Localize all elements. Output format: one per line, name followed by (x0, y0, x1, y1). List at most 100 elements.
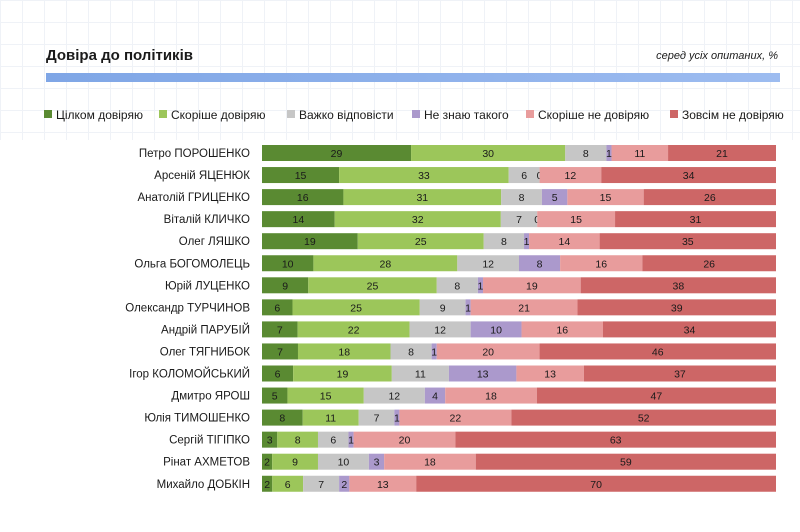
bar-segment (436, 343, 540, 360)
bar-segment (516, 365, 584, 382)
bar-segment (262, 409, 303, 426)
bar-segment (457, 255, 519, 272)
bar-segment (368, 453, 385, 470)
data-label: 11 (415, 369, 426, 381)
category-label: Віталій КЛИЧКО (164, 214, 250, 226)
legend-item: Цілком довіряю (44, 108, 143, 122)
bar-segment (308, 277, 437, 294)
legend-item: Скоріше не довіряю (526, 108, 649, 122)
data-label: 14 (559, 236, 571, 248)
data-label: 8 (519, 192, 525, 204)
data-label: 25 (415, 236, 427, 248)
bar-segment (262, 189, 344, 206)
data-label: 7 (374, 413, 380, 425)
data-label: 35 (682, 236, 694, 248)
bar-segment (539, 167, 602, 184)
data-label: 12 (565, 170, 577, 182)
bar-segment (643, 189, 776, 206)
data-label: 12 (388, 391, 400, 403)
bar-segment (602, 321, 776, 338)
bar-segment (615, 211, 776, 228)
bar-segment (500, 211, 538, 228)
data-label: 18 (338, 346, 350, 358)
bar-segment (541, 189, 568, 206)
bar-segment (537, 211, 616, 228)
data-label: 8 (501, 236, 507, 248)
bar-segment (501, 189, 542, 206)
bar-segment (560, 255, 643, 272)
data-label: 30 (482, 148, 494, 160)
chart-subtitle: серед усіх опитаних, % (656, 50, 778, 62)
bar-segment (349, 475, 417, 492)
bar-segment (577, 299, 776, 316)
data-label: 7 (277, 346, 283, 358)
data-label: 6 (274, 302, 280, 314)
legend-swatch (44, 110, 52, 118)
data-label: 31 (690, 214, 702, 226)
bars: 2930811121153360123416318515261432701531… (262, 145, 776, 492)
data-label: 1 (348, 435, 354, 447)
legend-swatch (526, 110, 534, 118)
data-label: 34 (683, 170, 695, 182)
bar-segment (272, 453, 318, 470)
data-label: 18 (424, 457, 436, 469)
legend-swatch (670, 110, 678, 118)
legend-item: Зовсім не довіряю (670, 108, 784, 122)
bar-segment (262, 277, 309, 294)
data-label: 11 (325, 413, 336, 425)
data-label: 7 (516, 214, 522, 226)
data-label: 9 (282, 280, 288, 292)
data-label: 3 (267, 435, 273, 447)
data-label: 25 (367, 280, 379, 292)
data-label: 15 (295, 170, 307, 182)
data-label: 2 (264, 479, 270, 491)
category-label: Юлія ТИМОШЕНКО (144, 413, 250, 425)
bar-segment (334, 211, 501, 228)
category-label: Арсеній ЯЦЕНЮК (154, 170, 250, 182)
data-label: 8 (408, 346, 414, 358)
bar-segment (511, 409, 776, 426)
category-label: Андрій ПАРУБІЙ (161, 323, 250, 336)
bar-segment (262, 365, 294, 382)
bar-segment (565, 145, 607, 161)
data-label: 46 (652, 346, 664, 358)
data-label: 22 (450, 413, 462, 425)
data-label: 19 (526, 280, 538, 292)
bar-segment (399, 409, 512, 426)
bar-segment (455, 431, 776, 448)
bar-segment (317, 453, 369, 470)
data-label: 10 (338, 457, 350, 469)
bar-segment (524, 233, 530, 250)
legend-label: Цілком довіряю (56, 108, 143, 122)
data-label: 32 (412, 214, 424, 226)
data-label: 28 (380, 258, 392, 270)
bar-segment (436, 277, 478, 294)
legend-swatch (159, 110, 167, 118)
data-label: 13 (477, 369, 489, 381)
legend-swatch (287, 110, 295, 118)
bar-segment (313, 255, 458, 272)
bar-segment (262, 475, 273, 492)
bar-segment (668, 145, 776, 161)
bar-segment (483, 233, 525, 250)
data-label: 29 (331, 148, 343, 160)
bar-segment (391, 365, 449, 382)
title-rule (46, 73, 780, 82)
bar-segment (262, 299, 293, 316)
bar-segment (339, 475, 350, 492)
data-label: 13 (377, 479, 389, 491)
data-label: 15 (320, 391, 332, 403)
bar-segment (262, 211, 335, 228)
data-label: 13 (544, 369, 556, 381)
category-label: Юрій ЛУЦЕНКО (165, 280, 250, 292)
bar-segment (287, 387, 364, 404)
data-label: 9 (292, 457, 298, 469)
legend: Цілком довіряю Скоріше довіряю Важко відпо… (44, 108, 784, 122)
legend-label: Скоріше не довіряю (538, 108, 649, 122)
data-label: 6 (285, 479, 291, 491)
bar-segment (262, 233, 358, 250)
data-label: 8 (295, 435, 301, 447)
data-label: 47 (651, 391, 663, 403)
bar-segment (357, 233, 484, 250)
category-label: Дмитро ЯРОШ (171, 391, 250, 403)
